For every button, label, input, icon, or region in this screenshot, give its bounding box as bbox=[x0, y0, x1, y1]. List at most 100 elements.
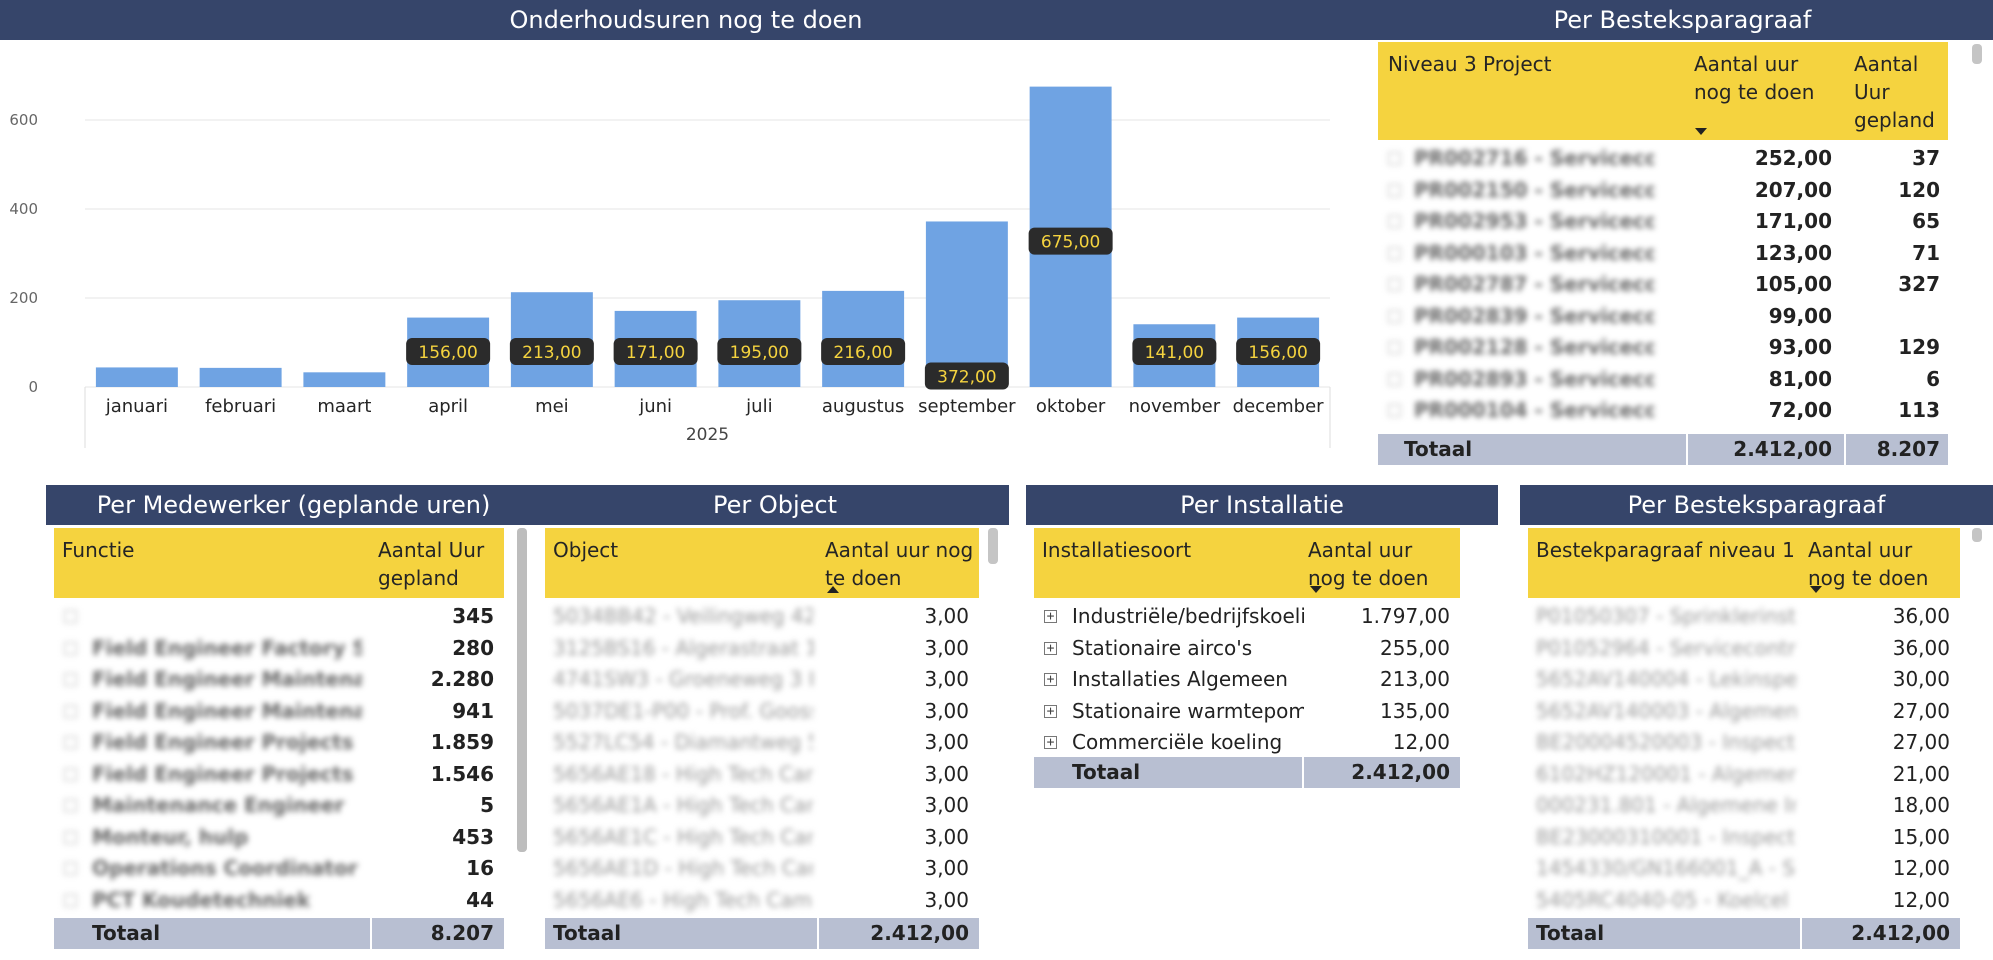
table-row[interactable]: + Commerciële koeling 12,00 bbox=[1034, 727, 1460, 758]
bestek-top-scrollbar[interactable] bbox=[1972, 44, 1982, 64]
table-row[interactable]: PR000104 - Servicecont... 72,00 113 bbox=[1378, 395, 1948, 426]
table-row[interactable]: 345 bbox=[54, 601, 504, 632]
table-row[interactable]: Field Engineer Projects 1.859 bbox=[54, 727, 504, 758]
col-header-aantal-uur-nog-te-doen[interactable]: Aantal uur nog te doen bbox=[1308, 538, 1429, 590]
col-header-object[interactable]: Object bbox=[553, 538, 619, 562]
expand-icon[interactable] bbox=[1388, 404, 1401, 417]
table-row[interactable]: 5405RC4040-05 - Koelcel Bul... 12,00 bbox=[1528, 885, 1960, 916]
table-row[interactable]: Field Engineer Factory Se... 280 bbox=[54, 633, 504, 664]
table-row[interactable]: + Stationaire airco's 255,00 bbox=[1034, 633, 1460, 664]
table-row[interactable]: PR000103 - Servicecont... 123,00 71 bbox=[1378, 238, 1948, 269]
table-row[interactable]: 5527LC54 - Diamantweg 54 ... 3,00 bbox=[545, 727, 979, 758]
expand-icon[interactable] bbox=[1388, 183, 1401, 197]
table-row[interactable]: 5034BB42 - Veilingweg 42 R... 3,00 bbox=[545, 601, 979, 632]
col-header-niveau-3-project[interactable]: Niveau 3 Project bbox=[1388, 52, 1552, 76]
col-header-aantal-uur-nog-te-doen[interactable]: Aantal uur nog te doen bbox=[1808, 538, 1929, 590]
expand-icon[interactable] bbox=[64, 610, 77, 623]
expand-icon[interactable] bbox=[1388, 278, 1401, 291]
sort-descending-icon[interactable] bbox=[1810, 586, 1822, 593]
expand-icon[interactable] bbox=[64, 767, 77, 781]
table-row[interactable]: Monteur, hulp 453 bbox=[54, 822, 504, 853]
table-row[interactable]: PR002953 - Servicecont... 171,00 65 bbox=[1378, 206, 1948, 237]
table-row[interactable]: 6102HZ120001 - Algemene I... 21,00 bbox=[1528, 759, 1960, 790]
expand-icon[interactable]: + bbox=[1044, 610, 1057, 623]
table-row[interactable]: 5656AE6 - High Tech Campu... 3,00 bbox=[545, 885, 979, 916]
table-row[interactable]: P01052964 - Servicecontract ... 36,00 bbox=[1528, 633, 1960, 664]
table-row[interactable]: 000231.801 - Algemene Insp... 18,00 bbox=[1528, 790, 1960, 821]
table-row[interactable]: PR002716 - Servicecont... 252,00 37 bbox=[1378, 143, 1948, 174]
table-row[interactable]: Field Engineer Maintena... 941 bbox=[54, 696, 504, 727]
expand-icon[interactable] bbox=[1388, 341, 1401, 354]
medewerker-scrollbar[interactable] bbox=[517, 528, 527, 852]
expand-icon[interactable]: + bbox=[1044, 704, 1057, 718]
table-row[interactable]: Field Engineer Projects (Jr.) 1.546 bbox=[54, 759, 504, 790]
object-header: Object Aantal uur nog te doen bbox=[545, 528, 979, 598]
expand-icon[interactable] bbox=[64, 673, 77, 686]
expand-icon[interactable] bbox=[1388, 152, 1401, 165]
table-row[interactable]: 5656AE18 - High Tech Camp... 3,00 bbox=[545, 759, 979, 790]
table-row[interactable]: PR002787 - Servicecont... 105,00 327 bbox=[1378, 269, 1948, 300]
expand-icon[interactable] bbox=[1388, 372, 1401, 386]
table-row[interactable]: 3125BS16 - Algerastraat 16 S... 3,00 bbox=[545, 633, 979, 664]
col-header-aantal-uur-gepland[interactable]: Aantal Uur gepland bbox=[1854, 52, 1935, 132]
col-header-aantal-uur-nog-te-doen[interactable]: Aantal uur nog te doen bbox=[825, 538, 974, 590]
table-row[interactable]: BE20004520003 - Inspectie... 27,00 bbox=[1528, 727, 1960, 758]
expand-icon[interactable]: + bbox=[1044, 673, 1057, 686]
table-row[interactable]: PR002893 - Servicecont... 81,00 6 bbox=[1378, 364, 1948, 395]
table-row[interactable]: PR002128 - Servicecont... 93,00 129 bbox=[1378, 332, 1948, 363]
table-row[interactable]: 5652AV140004 - Lekinspecti... 30,00 bbox=[1528, 664, 1960, 695]
table-row[interactable]: 5656AE1C - High Tech Camp... 3,00 bbox=[545, 822, 979, 853]
col-header-bestekparagraaf-niveau-1[interactable]: Bestekparagraaf niveau 1 bbox=[1536, 538, 1795, 562]
sort-descending-icon[interactable] bbox=[1695, 128, 1707, 135]
expand-icon[interactable]: + bbox=[1044, 736, 1057, 749]
row-label: Industriële/bedrijfskoeling bbox=[1072, 604, 1304, 628]
object-rows: 5034BB42 - Veilingweg 42 R...3,003125BS1… bbox=[545, 601, 979, 915]
table-row[interactable]: 5652AV140003 - Algemene I... 27,00 bbox=[1528, 696, 1960, 727]
table-row[interactable]: + Industriële/bedrijfskoeling 1.797,00 bbox=[1034, 601, 1460, 632]
expand-icon[interactable] bbox=[64, 862, 77, 875]
sort-ascending-icon[interactable] bbox=[827, 586, 839, 593]
col-header-aantal-uur-gepland[interactable]: Aantal Uur gepland bbox=[378, 538, 485, 590]
table-row[interactable]: PCT Koudetechniek 44 bbox=[54, 885, 504, 916]
col-header-aantal-uur-nog-te-doen[interactable]: Aantal uur nog te doen bbox=[1694, 52, 1815, 104]
col-header-functie[interactable]: Functie bbox=[62, 538, 135, 562]
table-row[interactable]: Operations Coordinator 16 bbox=[54, 853, 504, 884]
object-scrollbar[interactable] bbox=[988, 528, 998, 564]
expand-icon[interactable] bbox=[64, 641, 77, 655]
row-label: PR002893 - Servicecont... bbox=[1414, 366, 1654, 391]
table-row[interactable]: P01050307 - Sprinklerinst. N... 36,00 bbox=[1528, 601, 1960, 632]
table-row[interactable]: PR002150 - Servicecont... 207,00 120 bbox=[1378, 175, 1948, 206]
table-row[interactable]: 5656AE1D - High Tech Camp... 3,00 bbox=[545, 853, 979, 884]
expand-icon[interactable] bbox=[1388, 246, 1401, 260]
col-header-installatiesoort[interactable]: Installatiesoort bbox=[1042, 538, 1192, 562]
expand-icon[interactable] bbox=[1388, 309, 1401, 323]
table-row[interactable]: BE23000310001 - Inspectie... 15,00 bbox=[1528, 822, 1960, 853]
table-row[interactable]: + Stationaire warmtepomp... 135,00 bbox=[1034, 696, 1460, 727]
table-row[interactable]: PR002839 - Servicecont... 99,00 bbox=[1378, 301, 1948, 332]
table-row[interactable]: 5656AE1A - High Tech Camp... 3,00 bbox=[545, 790, 979, 821]
table-row[interactable]: 4741SW3 - Groeneweg 3 HOE... 3,00 bbox=[545, 664, 979, 695]
bestek-bottom-scrollbar[interactable] bbox=[1972, 528, 1982, 542]
expand-icon[interactable] bbox=[64, 704, 77, 718]
table-row[interactable]: 1454330/GN166001_A - Spe... 12,00 bbox=[1528, 853, 1960, 884]
table-row[interactable]: Maintenance Engineer 5 bbox=[54, 790, 504, 821]
table-row[interactable]: + Installaties Algemeen 213,00 bbox=[1034, 664, 1460, 695]
hours-todo-value: 3,00 bbox=[924, 635, 969, 660]
sort-descending-icon[interactable] bbox=[1310, 586, 1322, 593]
expand-icon[interactable] bbox=[64, 893, 77, 907]
expand-icon[interactable] bbox=[64, 736, 77, 749]
x-tick-label: augustus bbox=[822, 396, 905, 417]
table-row[interactable]: 5037DE1-P00 - Prof. Goossen... 3,00 bbox=[545, 696, 979, 727]
expand-icon[interactable]: + bbox=[1044, 641, 1057, 655]
bestek-top-title: Per Besteksparagraaf bbox=[1372, 0, 1993, 40]
expand-icon[interactable] bbox=[64, 799, 77, 812]
hours-planned-value: 453 bbox=[452, 824, 494, 849]
expand-icon[interactable] bbox=[64, 830, 77, 844]
hours-todo-value: 3,00 bbox=[924, 730, 969, 754]
expand-icon[interactable] bbox=[1388, 215, 1401, 228]
hours-todo-value: 213,00 bbox=[1380, 667, 1450, 691]
table-row[interactable]: Field Engineer Maintena... 2.280 bbox=[54, 664, 504, 695]
hours-planned-value: 345 bbox=[452, 604, 494, 628]
hours-planned-value: 129 bbox=[1898, 335, 1940, 359]
